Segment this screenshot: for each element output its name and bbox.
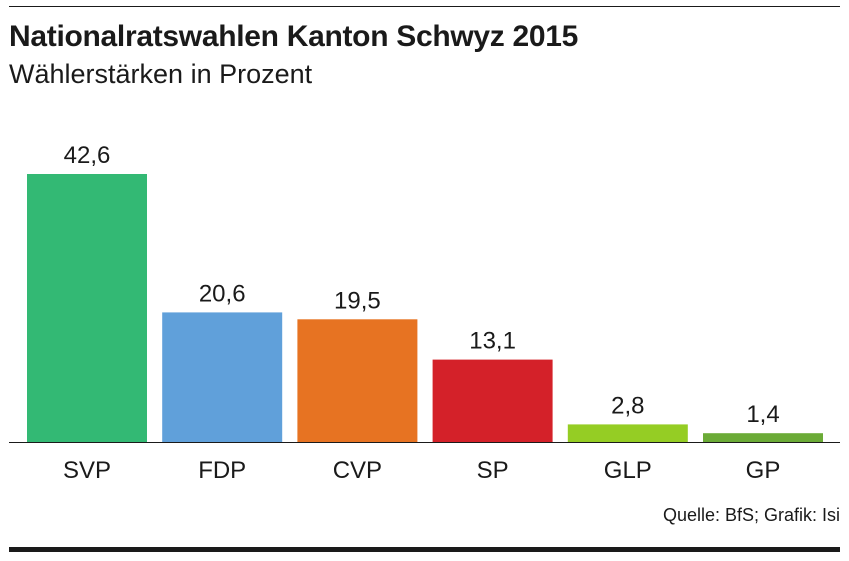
chart-subtitle: Wählerstärken in Prozent <box>9 59 313 89</box>
bar-svp <box>27 174 147 442</box>
value-label-glp: 2,8 <box>611 392 644 419</box>
category-label-svp: SVP <box>63 457 111 484</box>
value-label-cvp: 19,5 <box>334 287 381 314</box>
value-label-fdp: 20,6 <box>199 280 246 307</box>
category-label-glp: GLP <box>604 457 652 484</box>
bar-gp <box>703 433 823 442</box>
bar-fdp <box>162 312 283 442</box>
category-label-gp: GP <box>746 457 781 484</box>
value-label-gp: 1,4 <box>746 401 779 428</box>
bottom-rule <box>9 547 840 552</box>
top-rule <box>9 6 840 7</box>
value-label-svp: 42,6 <box>64 142 111 169</box>
bar-cvp <box>297 319 418 442</box>
category-label-sp: SP <box>477 457 509 484</box>
chart-title: Nationalratswahlen Kanton Schwyz 2015 <box>9 20 579 53</box>
value-label-sp: 13,1 <box>469 328 516 355</box>
bar-glp <box>567 424 688 442</box>
source-note: Quelle: BfS; Grafik: Isi <box>662 505 840 525</box>
category-label-cvp: CVP <box>333 457 382 484</box>
category-label-fdp: FDP <box>198 457 246 484</box>
bar-sp <box>432 359 553 442</box>
